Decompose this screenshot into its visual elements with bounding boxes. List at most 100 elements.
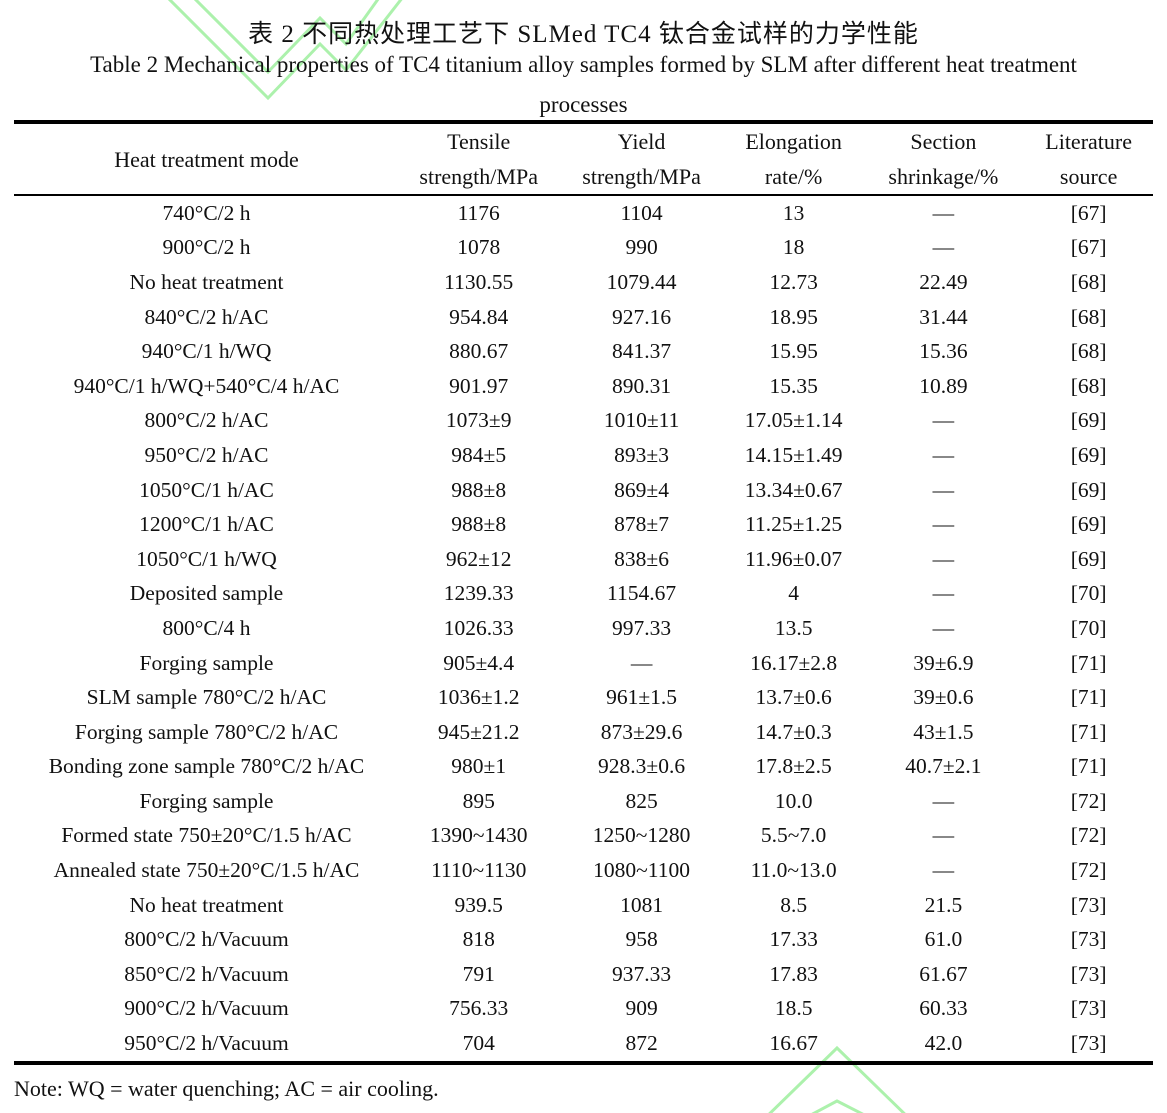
table-cell: 988±8 <box>451 477 507 502</box>
table-cell: 950°C/2 h/Vacuum <box>124 1031 289 1056</box>
table-cell: 880.67 <box>449 339 509 364</box>
table-cell: — <box>932 200 955 225</box>
table-cell: 18 <box>782 235 805 260</box>
table-cell: 16.17±2.8 <box>750 650 838 675</box>
table-cell: 825 <box>625 788 658 813</box>
table-cell: [71] <box>1070 754 1107 779</box>
table-cell: — <box>932 546 955 571</box>
table-cell: [71] <box>1070 685 1107 710</box>
table-cell: No heat treatment <box>129 269 284 294</box>
table-row: 800°C/2 h/Vacuum 818 958 17.33 61.0 [73] <box>14 922 1153 957</box>
table-cell: 15.36 <box>919 339 968 364</box>
table-cell: 13.7±0.6 <box>755 685 832 710</box>
table-cell: [70] <box>1070 581 1107 606</box>
table-cell: 1078 <box>457 235 501 260</box>
column-header: Yield strength/MPa <box>582 129 701 189</box>
table-cell: 997.33 <box>612 615 672 640</box>
table-cell: 1239.33 <box>443 581 514 606</box>
table-cell: 17.33 <box>769 927 818 952</box>
table-cell: 13.34±0.67 <box>744 477 843 502</box>
table-cell: — <box>932 858 955 883</box>
table-cell: 22.49 <box>919 269 968 294</box>
table-cell: 962±12 <box>445 546 512 571</box>
table-cell: [69] <box>1070 546 1107 571</box>
column-header: Literature source <box>1045 129 1132 189</box>
table-cell: [67] <box>1070 200 1107 225</box>
table-cell: [69] <box>1070 408 1107 433</box>
table-row: 1050°C/1 h/WQ 962±12 838±6 11.96±0.07 — [69] <box>14 542 1153 577</box>
table-cell: 818 <box>462 927 495 952</box>
table-row: 1050°C/1 h/AC 988±8 869±4 13.34±0.67 — [69] <box>14 473 1153 508</box>
table-cell: 16.67 <box>769 1031 818 1056</box>
table-row: Annealed state 750±20°C/1.5 h/AC 1110~113… <box>14 853 1153 888</box>
table-cell: — <box>932 512 955 537</box>
table-cell: 990 <box>625 235 658 260</box>
table-cell: 961±1.5 <box>606 685 678 710</box>
table-cell: Forging sample 780°C/2 h/AC <box>74 719 339 744</box>
table-cell: 909 <box>625 996 658 1021</box>
table-cell: 878±7 <box>614 512 669 537</box>
table-cell: Forging sample <box>139 788 274 813</box>
table-cell: [69] <box>1070 442 1107 467</box>
table-cell: [72] <box>1070 788 1107 813</box>
table-cell: [73] <box>1070 996 1107 1021</box>
table-cell: 1073±9 <box>445 408 512 433</box>
table-row: Forging sample 895 825 10.0 — [72] <box>14 784 1153 819</box>
table-row: 940°C/1 h/WQ+540°C/4 h/AC 901.97 890.31 15.… <box>14 369 1153 404</box>
table-cell: 4 <box>788 581 799 606</box>
table-cell: 43±1.5 <box>913 719 974 744</box>
table-cell: — <box>932 581 955 606</box>
table-title-en-line1: Table 2 Mechanical properties of TC4 tit… <box>90 52 1077 77</box>
table-cell: 1176 <box>457 200 500 225</box>
table-cell: 11.96±0.07 <box>745 546 843 571</box>
table-cell: 61.0 <box>924 927 963 952</box>
watermark-chevron-bottom-inner <box>811 1099 864 1113</box>
table-cell: 60.33 <box>919 996 968 1021</box>
table-cell: 893±3 <box>614 442 669 467</box>
table-cell: 937.33 <box>612 961 672 986</box>
table-cell: 1010±11 <box>603 408 680 433</box>
table-cell: 1079.44 <box>606 269 677 294</box>
table-cell: 14.15±1.49 <box>744 442 843 467</box>
table-cell: SLM sample 780°C/2 h/AC <box>86 685 327 710</box>
table-cell: 905±4.4 <box>443 650 515 675</box>
table-cell: 1081 <box>620 892 664 917</box>
table-cell: 939.5 <box>454 892 503 917</box>
table-row: SLM sample 780°C/2 h/AC 1036±1.2 961±1.5 13… <box>14 680 1153 715</box>
table-cell: [72] <box>1070 858 1107 883</box>
table-cell: — <box>932 615 955 640</box>
table-cell: 927.16 <box>612 304 672 329</box>
table-cell: 901.97 <box>449 373 509 398</box>
table-cell: 791 <box>462 961 495 986</box>
table-cell: 15.35 <box>769 373 818 398</box>
table-row: 840°C/2 h/AC 954.84 927.16 18.95 31.44 [68] <box>14 300 1153 335</box>
table-cell: Formed state 750±20°C/1.5 h/AC <box>61 823 352 848</box>
table-cell: 1130.55 <box>444 269 514 294</box>
table-cell: [72] <box>1070 823 1107 848</box>
table-cell: 11.25±1.25 <box>745 512 843 537</box>
column-header: Elongation rate/% <box>745 129 842 189</box>
table-row: Formed state 750±20°C/1.5 h/AC 1390~1430 1… <box>14 819 1153 854</box>
table-cell: 12.73 <box>769 269 818 294</box>
table-title-en-line2: processes <box>539 92 628 117</box>
table-cell: Deposited sample <box>129 581 284 606</box>
table-cell: 1154.67 <box>607 581 677 606</box>
column-header: Tensile strength/MPa <box>419 129 538 189</box>
table-cell: 988±8 <box>451 512 507 537</box>
table-cell: 39±0.6 <box>913 685 974 710</box>
table-cell: [68] <box>1070 304 1107 329</box>
table-cell: — <box>630 650 653 675</box>
table-cell: [68] <box>1070 339 1107 364</box>
table-row: Deposited sample 1239.33 1154.67 4 — [70] <box>14 577 1153 612</box>
table-row: No heat treatment 1130.55 1079.44 12.73 22.4… <box>14 265 1153 300</box>
table-row: 900°C/2 h/Vacuum 756.33 909 18.5 60.33 [73] <box>14 992 1153 1027</box>
table-row: 940°C/1 h/WQ 880.67 841.37 15.95 15.36 [68] <box>14 334 1153 369</box>
table-cell: 1390~1430 <box>429 823 528 848</box>
table-cell: — <box>932 823 955 848</box>
table-cell: 1036±1.2 <box>437 685 520 710</box>
table-cell: 945±21.2 <box>437 719 520 744</box>
table-cell: 31.44 <box>919 304 968 329</box>
table-cell: — <box>932 235 955 260</box>
